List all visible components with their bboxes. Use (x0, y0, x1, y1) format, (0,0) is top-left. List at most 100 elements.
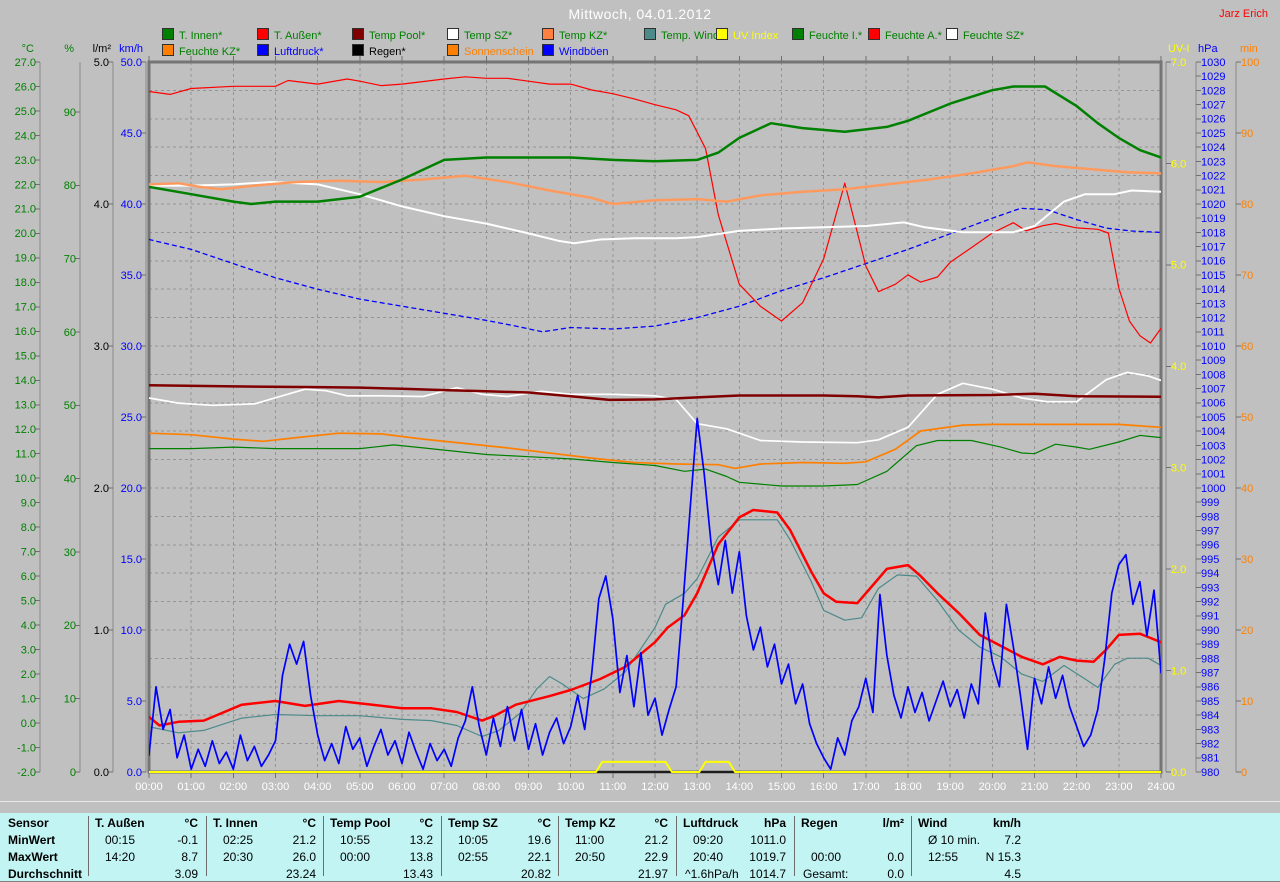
svg-text:7.0: 7.0 (1171, 57, 1186, 69)
legend-label: T. Außen* (274, 30, 322, 42)
legend-item-feuchte-a-: Feuchte A.* (868, 28, 942, 42)
svg-text:70: 70 (64, 254, 76, 266)
svg-text:10: 10 (64, 694, 76, 706)
stat-cell: 21.2 (292, 833, 316, 847)
legend-item-feuchte-kz-: Feuchte KZ* (162, 44, 241, 58)
legend-label: Feuchte KZ* (179, 46, 241, 58)
svg-text:17.0: 17.0 (15, 302, 36, 314)
svg-text:16.0: 16.0 (15, 326, 36, 338)
stat-cell: °C (302, 816, 316, 830)
svg-text:60: 60 (1241, 341, 1253, 353)
stat-cell: 26.0 (292, 850, 316, 864)
stat-cell: 1011.0 (750, 833, 786, 847)
legend-swatch-icon (162, 28, 174, 40)
svg-text:30: 30 (64, 547, 76, 559)
svg-text:996: 996 (1201, 540, 1219, 552)
svg-text:991: 991 (1201, 611, 1219, 623)
svg-text:6.0: 6.0 (21, 571, 36, 583)
stat-cell: °C (537, 816, 551, 830)
svg-text:90: 90 (64, 107, 76, 119)
axis-degC: -2.0 -1.0 0.0 1.0 2.0 3.0 4.0 5.0 6.0 7.0 8.0 9.0 10… (15, 43, 41, 779)
stat-cell: 7.2 (1004, 833, 1021, 847)
legend-swatch-icon (542, 28, 554, 40)
svg-text:4.0: 4.0 (94, 199, 109, 211)
svg-text:21:00: 21:00 (1021, 781, 1049, 793)
watermark-author: Jarz Erich (1219, 8, 1268, 20)
stat-cell: N 15.3 (985, 850, 1021, 864)
svg-text:01:00: 01:00 (177, 781, 205, 793)
svg-text:0: 0 (1241, 767, 1247, 779)
legend-swatch-icon (352, 44, 364, 56)
svg-text:60: 60 (64, 327, 76, 339)
svg-text:995: 995 (1201, 554, 1219, 566)
legend-item-t-au-en-: T. Außen* (257, 28, 322, 42)
legend-swatch-icon (447, 44, 459, 56)
svg-text:23.0: 23.0 (15, 155, 36, 167)
legend-label: Feuchte I.* (809, 30, 863, 42)
svg-text:1005: 1005 (1201, 412, 1225, 424)
svg-text:8.0: 8.0 (21, 522, 36, 534)
legend-item-sonnenschein: Sonnenschein (447, 44, 534, 58)
stat-cell: -0.1 (177, 833, 198, 847)
svg-text:5.0: 5.0 (94, 57, 109, 69)
svg-text:10.0: 10.0 (15, 473, 36, 485)
series-feuchte-sz (149, 371, 1161, 444)
stat-cell: 20:30 (223, 850, 254, 864)
svg-text:1015: 1015 (1201, 270, 1225, 282)
svg-text:1018: 1018 (1201, 227, 1225, 239)
svg-text:05:00: 05:00 (346, 781, 374, 793)
stat-cell: Wind (918, 816, 948, 830)
page-title: Mittwoch, 04.01.2012 (568, 6, 712, 22)
series-feuchte-kz (149, 423, 1161, 470)
svg-text:10:00: 10:00 (557, 781, 585, 793)
stat-cell: 10:55 (340, 833, 371, 847)
stat-cell: 8.7 (181, 850, 198, 864)
legend-label: Feuchte SZ* (963, 30, 1025, 42)
svg-text:35.0: 35.0 (121, 270, 142, 282)
stat-cell: Ø 10 min. (928, 833, 981, 847)
svg-text:hPa: hPa (1198, 43, 1218, 55)
svg-text:15.0: 15.0 (121, 554, 142, 566)
svg-text:1014: 1014 (1201, 284, 1225, 296)
svg-text:40: 40 (1241, 483, 1253, 495)
legend-label: Temp KZ* (559, 30, 608, 42)
svg-text:1009: 1009 (1201, 355, 1225, 367)
legend-swatch-icon (447, 28, 459, 40)
svg-text:14.0: 14.0 (15, 375, 36, 387)
svg-text:45.0: 45.0 (121, 128, 142, 140)
svg-text:19.0: 19.0 (15, 253, 36, 265)
svg-text:14:00: 14:00 (726, 781, 754, 793)
legend-swatch-icon (257, 44, 269, 56)
svg-text:08:00: 08:00 (473, 781, 501, 793)
stat-cell: 00:15 (105, 833, 136, 847)
svg-text:1017: 1017 (1201, 241, 1225, 253)
svg-text:70: 70 (1241, 270, 1253, 282)
svg-text:24.0: 24.0 (15, 130, 36, 142)
svg-text:1010: 1010 (1201, 341, 1225, 353)
svg-text:5.0: 5.0 (1171, 260, 1186, 272)
svg-text:18.0: 18.0 (15, 277, 36, 289)
stats-table: Sensor MinWert MaxWert Durchschnitt T. Außen… (0, 813, 1280, 882)
svg-text:12:00: 12:00 (641, 781, 669, 793)
stat-cell: 0.0 (887, 867, 904, 881)
stat-cell: Temp Pool (330, 816, 391, 830)
svg-text:04:00: 04:00 (304, 781, 332, 793)
svg-text:1013: 1013 (1201, 298, 1225, 310)
svg-text:23:00: 23:00 (1105, 781, 1133, 793)
table-separator (323, 816, 324, 876)
legend-label: Regen* (369, 46, 406, 58)
stat-cell: 11:00 (575, 833, 605, 847)
legend-label: T. Innen* (179, 30, 223, 42)
stat-cell: 10:05 (458, 833, 489, 847)
svg-text:06:00: 06:00 (388, 781, 416, 793)
legend-item-temp-wind-: Temp. Wind* (644, 28, 723, 42)
svg-text:990: 990 (1201, 625, 1219, 637)
svg-text:°C: °C (22, 43, 34, 55)
svg-text:1002: 1002 (1201, 454, 1225, 466)
stat-cell: 12:55 (928, 850, 959, 864)
axis-kmh: 0.0 5.0 10.0 15.0 20.0 25.0 30.0 35.0 40.0 45.0 50… (119, 43, 147, 779)
stat-cell: hPa (763, 816, 786, 830)
svg-text:30: 30 (1241, 554, 1253, 566)
stat-cell: Durchschnitt (8, 867, 83, 881)
svg-text:0.0: 0.0 (1171, 767, 1186, 779)
